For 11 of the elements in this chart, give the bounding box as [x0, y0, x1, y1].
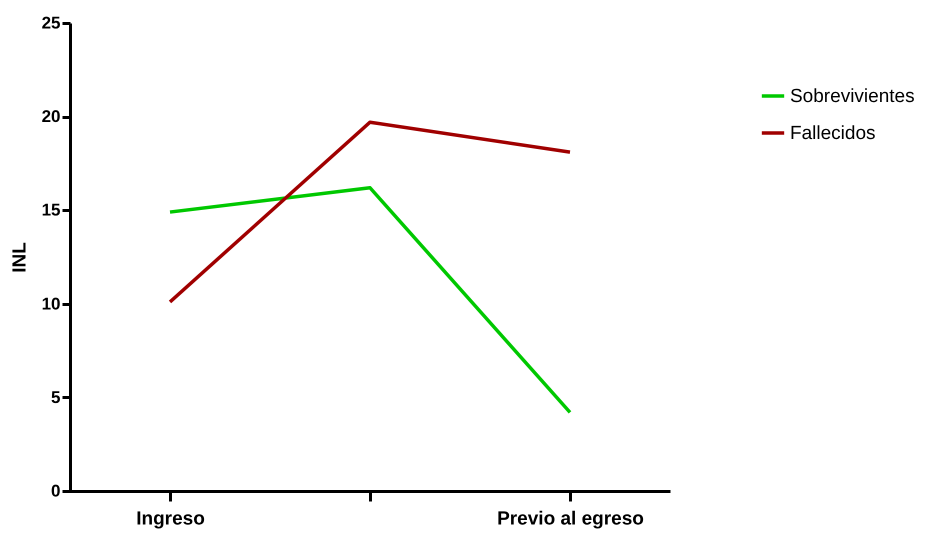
y-tick-label: 25	[42, 14, 60, 32]
y-tick-label: 15	[42, 200, 60, 220]
y-tick-label: 0	[51, 482, 60, 500]
y-tick-label: 10	[42, 294, 60, 314]
legend-label: Sobrevivientes	[790, 86, 915, 107]
x-tick-label: Previo al egreso	[497, 508, 644, 530]
legend-label: Fallecidos	[790, 123, 876, 144]
y-tick-label: 20	[42, 107, 60, 126]
y-axis-title: INL	[10, 242, 31, 273]
y-tick-label: 5	[51, 388, 60, 407]
x-tick-label: Ingreso	[136, 508, 205, 530]
